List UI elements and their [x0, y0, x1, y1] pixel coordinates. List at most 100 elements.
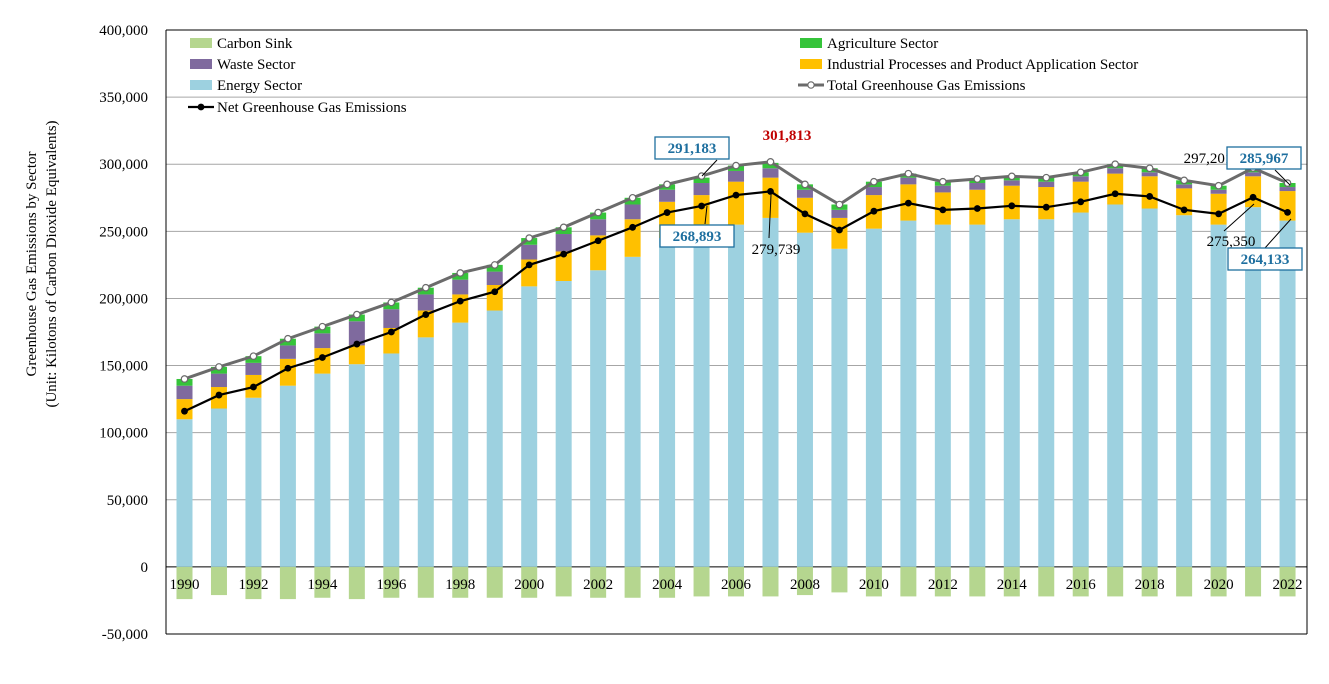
annotation-box	[654, 136, 730, 160]
bar-industrial-processes-and-product-application-sector-2018	[1141, 176, 1158, 209]
x-tick-label: 2018	[1135, 577, 1165, 593]
bar-waste-sector-2003	[624, 204, 641, 220]
bar-waste-sector-1999	[486, 271, 503, 286]
stacked-bars	[176, 162, 1296, 600]
annotation-leader	[701, 159, 718, 177]
bar-waste-sector-2011	[900, 177, 917, 185]
bar-energy-sector-2019	[1176, 215, 1193, 567]
bar-waste-sector-1994	[314, 333, 331, 349]
annotation-2022-7: 264,133	[1227, 218, 1303, 271]
bar-waste-sector-1993	[279, 345, 296, 359]
legend-entry-agriculture-sector: Agriculture Sector	[800, 36, 938, 52]
net-point-1998	[456, 297, 464, 305]
x-tick-label: 2016	[1066, 577, 1097, 593]
y-tick-label: 350,000	[99, 90, 148, 106]
bar-energy-sector-2005	[693, 231, 710, 567]
bar-waste-sector-1996	[383, 309, 400, 328]
bar-energy-sector-2000	[521, 286, 538, 567]
bar-waste-sector-2008	[796, 189, 813, 198]
bar-waste-sector-2001	[555, 234, 572, 252]
bar-waste-sector-2014	[1003, 180, 1020, 186]
bar-waste-sector-2021	[1245, 172, 1262, 177]
bar-energy-sector-2021	[1245, 207, 1262, 567]
bar-industrial-processes-and-product-application-sector-2002	[590, 235, 607, 271]
net-point-2013	[973, 205, 981, 212]
bar-carbon-sink-2022	[1279, 566, 1296, 597]
annotation-leader	[768, 194, 772, 239]
bar-industrial-processes-and-product-application-sector-2006	[728, 181, 745, 225]
annotation-leader	[1264, 218, 1292, 249]
bar-carbon-sink-2004	[659, 566, 676, 598]
bar-carbon-sink-2017	[1107, 566, 1124, 597]
legend-swatch	[800, 38, 822, 48]
bar-waste-sector-1990	[176, 385, 193, 400]
total-point-2008	[801, 180, 809, 189]
bar-agriculture-sector-2005	[693, 177, 710, 184]
legend-label: Agriculture Sector	[827, 36, 938, 52]
bar-energy-sector-1997	[417, 337, 434, 567]
legend-label: Net Greenhouse Gas Emissions	[217, 100, 407, 116]
net-point-2017	[1111, 190, 1119, 198]
x-tick-label: 2004	[652, 577, 683, 593]
bar-industrial-processes-and-product-application-sector-2000	[521, 259, 538, 287]
bar-waste-sector-2022	[1279, 187, 1296, 192]
x-tick-label: 1998	[445, 577, 475, 593]
net-point-2008	[801, 210, 809, 218]
total-point-2018	[1145, 164, 1154, 173]
net-point-2012	[939, 206, 947, 214]
bar-carbon-sink-1997	[417, 566, 434, 598]
annotation-2005-0: 291,183	[654, 136, 730, 177]
x-tick-label: 1994	[307, 577, 338, 593]
bar-industrial-processes-and-product-application-sector-2001	[555, 251, 572, 281]
bar-energy-sector-1995	[348, 364, 365, 567]
legend-label: Energy Sector	[217, 78, 302, 94]
bar-industrial-processes-and-product-application-sector-1995	[348, 345, 365, 365]
net-point-2004	[663, 209, 671, 216]
y-axis-ticks: -50,000 0 50,000 100,000 150,000 200,000 250,0…	[99, 23, 148, 643]
net-point-2021	[1249, 193, 1257, 201]
bar-energy-sector-2013	[969, 224, 986, 567]
annotation-label: 275,350	[1207, 234, 1256, 250]
bar-carbon-sink-2001	[555, 566, 572, 597]
total-point-2016	[1076, 168, 1085, 177]
bar-industrial-processes-and-product-application-sector-1998	[452, 294, 469, 323]
bar-energy-sector-2009	[831, 248, 848, 567]
annotation-label: 285,967	[1240, 151, 1289, 167]
x-tick-label: 2014	[997, 577, 1028, 593]
bar-waste-sector-2009	[831, 209, 848, 218]
total-point-2009	[835, 200, 844, 209]
bar-carbon-sink-1999	[486, 566, 503, 598]
net-point-2016	[1077, 198, 1085, 206]
net-point-2009	[836, 226, 843, 234]
total-point-2013	[973, 175, 982, 183]
bar-waste-sector-2005	[693, 183, 710, 196]
series-lines	[180, 157, 1292, 415]
bar-carbon-sink-2006	[728, 566, 745, 597]
net-point-1995	[353, 340, 361, 348]
net-point-1991	[215, 391, 223, 399]
legend-marker	[197, 103, 205, 111]
bar-carbon-sink-2012	[934, 566, 951, 597]
annotation-label: 301,813	[763, 128, 812, 144]
bar-carbon-sink-2002	[590, 566, 607, 598]
bar-energy-sector-2020	[1210, 224, 1227, 567]
bar-waste-sector-2012	[934, 185, 951, 193]
total-point-1994	[318, 322, 327, 331]
total-point-2015	[1042, 173, 1051, 182]
total-point-1998	[456, 269, 465, 277]
bar-energy-sector-2001	[555, 280, 572, 567]
legend-label: Total Greenhouse Gas Emissions	[827, 78, 1026, 94]
net-point-2000	[525, 261, 533, 269]
total-point-1991	[215, 363, 223, 371]
bar-energy-sector-2006	[728, 224, 745, 567]
plot-frame	[165, 29, 1308, 635]
bar-waste-sector-2015	[1038, 181, 1055, 188]
annotation-leader	[1223, 203, 1255, 232]
bar-carbon-sink-2010	[865, 566, 882, 597]
bar-waste-sector-1995	[348, 321, 365, 346]
y-tick-label: 300,000	[99, 157, 148, 173]
bar-industrial-processes-and-product-application-sector-2022	[1279, 191, 1296, 221]
bar-waste-sector-1997	[417, 294, 434, 311]
bar-carbon-sink-2008	[796, 566, 813, 596]
annotation-box	[1226, 146, 1302, 170]
